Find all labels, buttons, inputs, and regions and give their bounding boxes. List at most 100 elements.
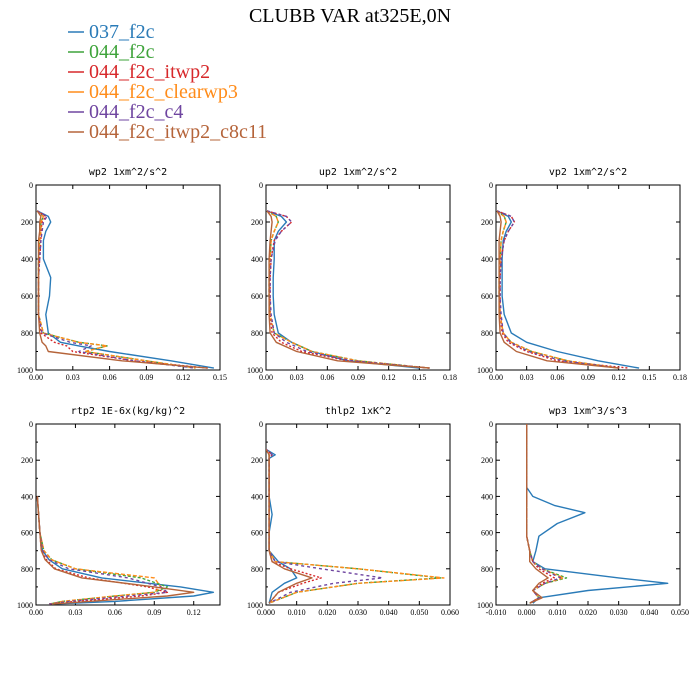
series-group xyxy=(36,496,215,605)
y-tick-label: 400 xyxy=(251,255,263,264)
x-tick-label: 0.03 xyxy=(66,373,80,382)
legend-label: 044_f2c xyxy=(89,41,155,63)
series-line-044-f2c xyxy=(266,210,430,369)
series-line-044-f2c xyxy=(36,210,196,369)
x-tick-label: 0.18 xyxy=(443,373,457,382)
series-line-044-f2c-c4 xyxy=(526,424,562,604)
series-line-044-f2c-itwp2 xyxy=(496,210,629,369)
x-tick-label: 0.06 xyxy=(108,608,122,617)
y-tick-label: 400 xyxy=(481,255,493,264)
legend-label: 044_f2c_c4 xyxy=(89,101,183,123)
panel-wp3: wp3 1xm^3/s^3 0 200 400 600 800 1000-0.010 0.00… xyxy=(477,406,689,617)
y-tick-label: 200 xyxy=(251,218,263,227)
y-tick-label: 0 xyxy=(489,181,493,190)
series-group xyxy=(496,210,640,369)
x-tick-label: 0.12 xyxy=(187,608,201,617)
x-tick-label: 0.18 xyxy=(673,373,687,382)
series-line-044-f2c xyxy=(36,496,169,605)
plot-frame xyxy=(265,423,451,606)
y-tick-label: 600 xyxy=(481,292,493,301)
legend: 037_f2c044_f2c044_f2c_itwp2044_f2c_clear… xyxy=(68,21,267,143)
series-line-044-f2c-clearwp3 xyxy=(36,496,162,605)
x-tick-label: 0.06 xyxy=(550,373,564,382)
x-tick-label: 0.00 xyxy=(29,373,43,382)
series-line-044-f2c-c4 xyxy=(36,496,169,605)
series-line-044-f2c-itwp2 xyxy=(526,424,555,604)
y-tick-label: 200 xyxy=(21,456,33,465)
series-line-044-f2c-itwp2-c8c11 xyxy=(266,210,430,369)
plot-frame xyxy=(265,184,451,371)
legend-entry-044-f2c-c4: 044_f2c_c4 xyxy=(68,101,183,123)
y-tick-label: 0 xyxy=(259,181,263,190)
plot-frame xyxy=(495,423,681,606)
y-tick-label: 600 xyxy=(21,529,33,538)
y-tick-label: 1000 xyxy=(247,366,263,375)
series-line-044-f2c-itwp2-c8c11 xyxy=(266,448,313,604)
x-tick-label: 0.00 xyxy=(29,608,43,617)
x-tick-label: 0.00 xyxy=(259,373,273,382)
legend-entry-044-f2c-itwp2: 044_f2c_itwp2 xyxy=(68,61,210,83)
series-line-044-f2c-itwp2 xyxy=(266,210,430,369)
x-tick-label: 0.06 xyxy=(320,373,334,382)
x-tick-label: 0.020 xyxy=(318,608,336,617)
panel-title: rtp2 1E-6x(kg/kg)^2 xyxy=(71,406,185,417)
series-line-044-f2c-itwp2-c8c11 xyxy=(36,210,208,369)
x-tick-label: 0.09 xyxy=(139,373,153,382)
series-line-044-f2c-clearwp3 xyxy=(266,210,430,369)
x-tick-label: -0.010 xyxy=(486,608,507,617)
y-tick-label: 800 xyxy=(481,565,493,574)
series-line-044-f2c-itwp2-c8c11 xyxy=(496,210,619,369)
x-tick-label: 0.040 xyxy=(380,608,398,617)
y-tick-label: 1000 xyxy=(17,366,33,375)
legend-label: 037_f2c xyxy=(89,21,155,43)
x-tick-label: 0.12 xyxy=(176,373,190,382)
y-tick-label: 800 xyxy=(251,565,263,574)
y-tick-label: 400 xyxy=(21,492,33,501)
y-tick-label: 800 xyxy=(21,329,33,338)
x-tick-label: 0.010 xyxy=(548,608,566,617)
panel-title: wp2 1xm^2/s^2 xyxy=(89,167,167,178)
x-tick-label: 0.09 xyxy=(351,373,365,382)
series-group xyxy=(526,424,669,604)
series-group xyxy=(36,210,215,369)
series-line-044-f2c-c4 xyxy=(266,448,384,604)
panel-title: thlp2 1xK^2 xyxy=(325,406,391,417)
y-tick-label: 0 xyxy=(259,420,263,429)
y-tick-label: 600 xyxy=(251,529,263,538)
legend-entry-037-f2c: 037_f2c xyxy=(68,21,155,43)
series-line-044-f2c-itwp2 xyxy=(266,448,322,604)
y-tick-label: 1000 xyxy=(247,601,263,610)
y-tick-label: 600 xyxy=(481,529,493,538)
series-group xyxy=(266,448,445,604)
y-tick-label: 600 xyxy=(21,292,33,301)
x-tick-label: 0.15 xyxy=(412,373,426,382)
x-tick-label: 0.06 xyxy=(103,373,117,382)
series-line-044-f2c-itwp2-c8c11 xyxy=(526,424,549,604)
x-tick-label: 0.03 xyxy=(68,608,82,617)
legend-label: 044_f2c_itwp2 xyxy=(89,61,210,83)
y-tick-label: 400 xyxy=(481,492,493,501)
x-tick-label: 0.12 xyxy=(382,373,396,382)
y-tick-label: 0 xyxy=(29,181,33,190)
x-tick-label: 0.03 xyxy=(290,373,304,382)
plot-frame xyxy=(35,423,221,606)
series-line-037-f2c xyxy=(266,448,298,604)
x-tick-label: 0.000 xyxy=(518,608,536,617)
series-line-044-f2c-clearwp3 xyxy=(36,210,196,369)
y-tick-label: 0 xyxy=(29,420,33,429)
y-tick-label: 800 xyxy=(21,565,33,574)
legend-label: 044_f2c_itwp2_c8c11 xyxy=(89,121,267,143)
y-tick-label: 200 xyxy=(251,456,263,465)
y-tick-label: 1000 xyxy=(477,366,493,375)
series-line-044-f2c-itwp2 xyxy=(36,210,208,369)
series-line-037-f2c xyxy=(266,210,420,369)
legend-label: 044_f2c_clearwp3 xyxy=(89,81,238,103)
series-line-044-f2c-c4 xyxy=(496,210,619,369)
y-tick-label: 800 xyxy=(481,329,493,338)
